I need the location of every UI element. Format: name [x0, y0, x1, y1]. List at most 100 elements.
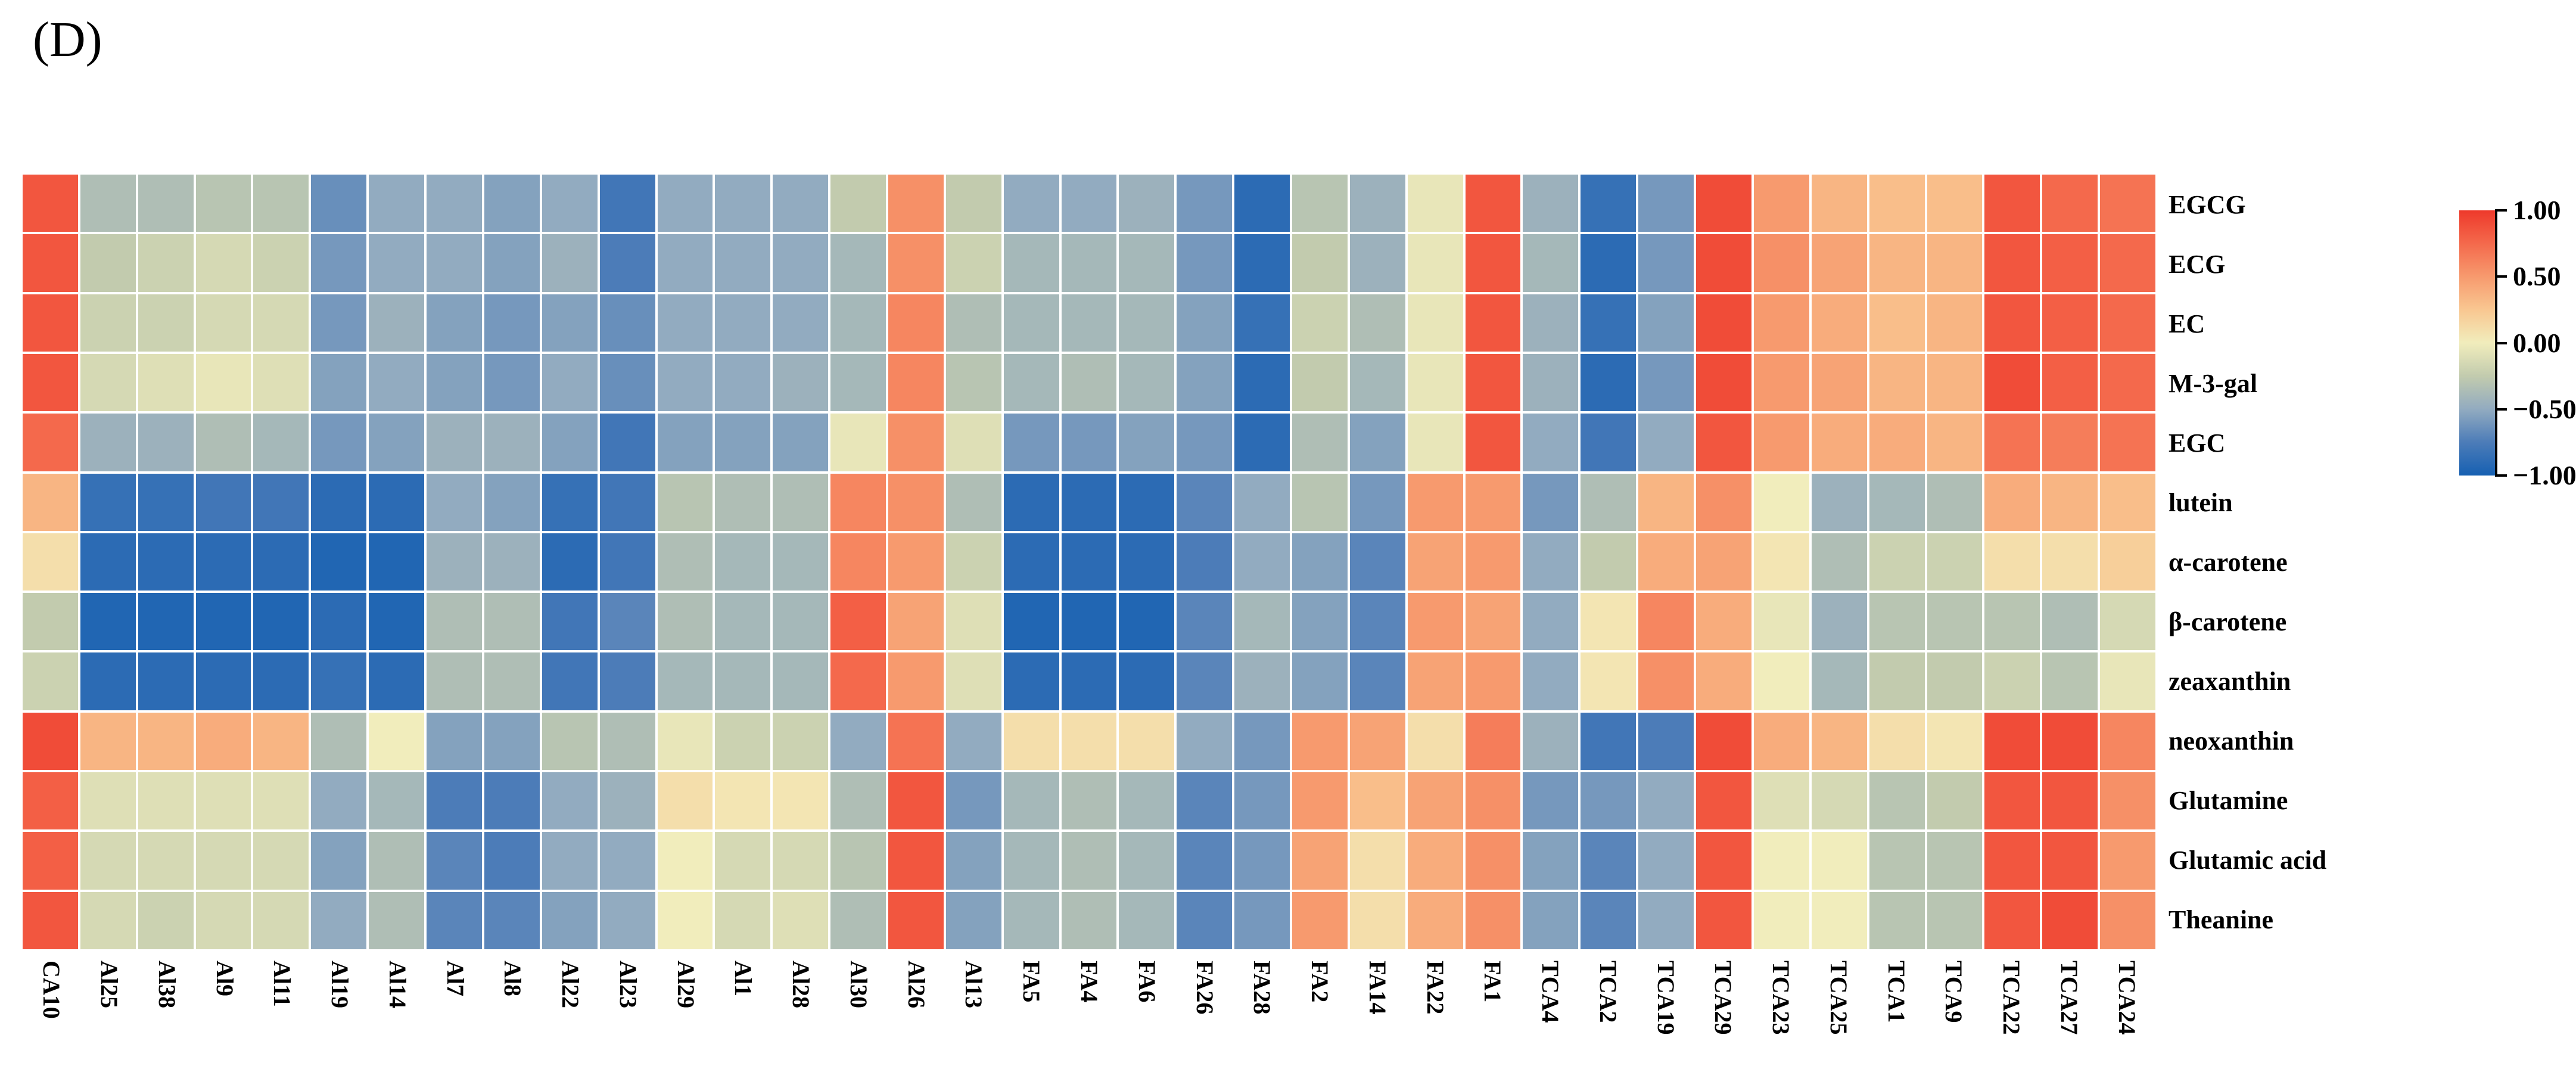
heatmap-cell: [253, 353, 309, 412]
heatmap-cell: [888, 891, 944, 949]
heatmap-cell: [427, 175, 482, 232]
x-axis-label: FA6: [1133, 961, 1161, 1003]
x-axis-label: Al28: [788, 961, 815, 1008]
heatmap-cell: [1581, 891, 1637, 949]
heatmap-cell: [1407, 353, 1463, 412]
heatmap-cell: [1696, 473, 1751, 531]
heatmap-cell: [1003, 234, 1059, 292]
heatmap-cell: [542, 712, 598, 770]
heatmap-cell: [253, 891, 309, 949]
heatmap-cell: [1523, 652, 1579, 710]
heatmap-cell: [1811, 832, 1867, 890]
heatmap-cell: [1061, 473, 1117, 531]
heatmap-cell: [1119, 294, 1175, 352]
heatmap-cell: [1061, 353, 1117, 412]
heatmap-cell: [888, 414, 944, 471]
heatmap-cell: [1349, 652, 1405, 710]
heatmap-cell: [830, 353, 886, 412]
y-axis-label: Theanine: [2169, 905, 2274, 934]
heatmap-cell: [2042, 772, 2098, 830]
heatmap-cell: [253, 772, 309, 830]
heatmap-cell: [484, 772, 540, 830]
x-axis-label: TCA29: [1710, 961, 1737, 1035]
heatmap-cell: [1061, 652, 1117, 710]
heatmap-cell: [1811, 712, 1867, 770]
heatmap-cell: [427, 353, 482, 412]
heatmap-cell: [1927, 294, 1983, 352]
y-axis-label: Glutamic acid: [2169, 845, 2327, 875]
heatmap-cell: [1927, 414, 1983, 471]
heatmap-cell: [1523, 712, 1579, 770]
heatmap-cell: [1349, 593, 1405, 651]
heatmap-cell: [311, 832, 367, 890]
heatmap-cell: [1927, 652, 1983, 710]
heatmap-cell: [484, 712, 540, 770]
heatmap-cell: [23, 533, 78, 591]
heatmap-cell: [830, 593, 886, 651]
y-axis-label: ECG: [2169, 249, 2226, 279]
heatmap-cell: [2100, 891, 2155, 949]
heatmap-cell: [1984, 414, 2040, 471]
heatmap-cell: [773, 294, 829, 352]
heatmap-cell: [773, 772, 829, 830]
heatmap-cell: [1465, 234, 1521, 292]
colorbar-tick-label: −1.00: [2513, 460, 2576, 490]
heatmap-cell: [945, 712, 1001, 770]
heatmap-cell: [542, 353, 598, 412]
heatmap-cell: [715, 294, 771, 352]
x-axis-label: TCA9: [1940, 961, 1968, 1023]
heatmap-cell: [80, 294, 136, 352]
heatmap-cell: [1869, 473, 1925, 531]
heatmap-cell: [888, 234, 944, 292]
heatmap-cell: [773, 593, 829, 651]
heatmap-cell: [2100, 175, 2155, 232]
x-axis-label: FA2: [1306, 961, 1334, 1003]
heatmap-cell: [945, 414, 1001, 471]
heatmap-cell: [138, 832, 194, 890]
y-axis-label: EGCG: [2169, 189, 2246, 219]
heatmap-cell: [1003, 294, 1059, 352]
heatmap-cell: [1292, 712, 1348, 770]
heatmap-cell: [427, 832, 482, 890]
heatmap-cell: [2042, 832, 2098, 890]
heatmap-cell: [1638, 294, 1694, 352]
heatmap-cell: [1407, 294, 1463, 352]
heatmap-cell: [369, 712, 425, 770]
heatmap-cell: [888, 175, 944, 232]
heatmap-cell: [1003, 712, 1059, 770]
heatmap-cell: [1523, 414, 1579, 471]
heatmap-cell: [369, 832, 425, 890]
heatmap-cell: [369, 234, 425, 292]
colorbar-tick-label: 0.00: [2513, 327, 2561, 358]
heatmap-cell: [773, 234, 829, 292]
colorbar-tick-label: 0.50: [2513, 261, 2561, 292]
heatmap-cell: [1927, 772, 1983, 830]
heatmap-cell: [369, 533, 425, 591]
heatmap-cell: [1753, 294, 1809, 352]
heatmap-cell: [715, 353, 771, 412]
heatmap-cell: [311, 353, 367, 412]
x-axis-label: Al1: [730, 961, 757, 996]
heatmap-cell: [1638, 652, 1694, 710]
heatmap-cell: [1638, 175, 1694, 232]
heatmap-cell: [1349, 712, 1405, 770]
heatmap-cell: [830, 891, 886, 949]
heatmap-cell: [195, 533, 251, 591]
heatmap-cell: [657, 473, 713, 531]
x-axis-label: FA1: [1479, 961, 1507, 1003]
heatmap-cell: [1811, 533, 1867, 591]
heatmap-cell: [1003, 353, 1059, 412]
heatmap-cell: [1061, 234, 1117, 292]
heatmap-cell: [311, 533, 367, 591]
heatmap-cell: [715, 473, 771, 531]
heatmap-cell: [888, 772, 944, 830]
heatmap-cell: [1638, 593, 1694, 651]
heatmap-cell: [888, 473, 944, 531]
heatmap-cell: [1581, 533, 1637, 591]
heatmap-cell: [1292, 175, 1348, 232]
heatmap-cell: [1984, 234, 2040, 292]
heatmap-cell: [1927, 712, 1983, 770]
heatmap-cell: [1523, 832, 1579, 890]
heatmap-cell: [23, 652, 78, 710]
heatmap-cell: [1984, 294, 2040, 352]
